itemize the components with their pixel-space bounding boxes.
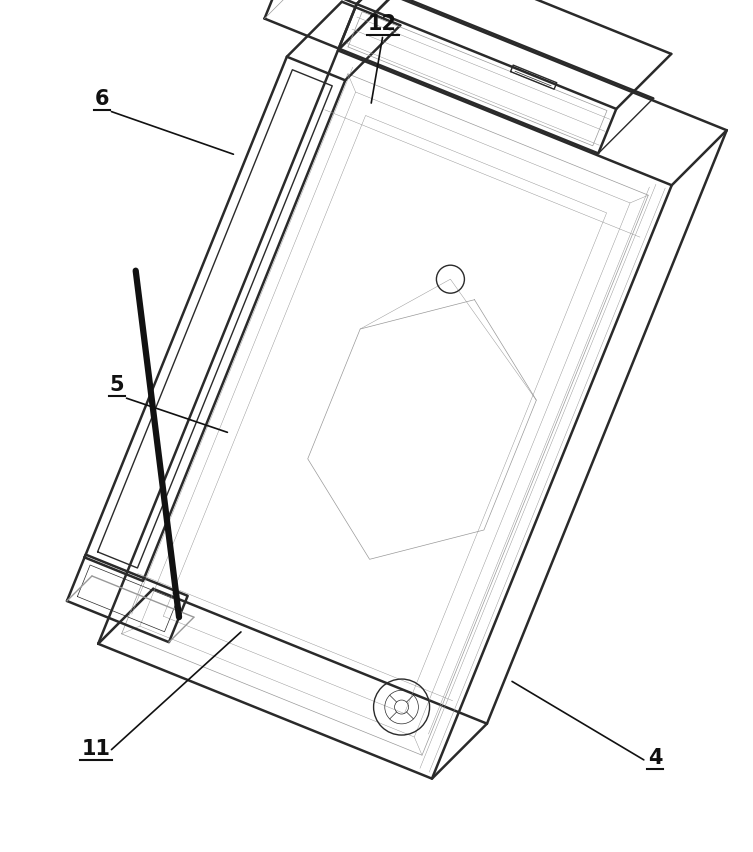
Text: 5: 5 bbox=[109, 375, 124, 394]
Text: 4: 4 bbox=[648, 747, 663, 767]
Text: 11: 11 bbox=[82, 739, 111, 758]
Text: 6: 6 bbox=[94, 89, 109, 109]
Text: 12: 12 bbox=[368, 14, 397, 34]
